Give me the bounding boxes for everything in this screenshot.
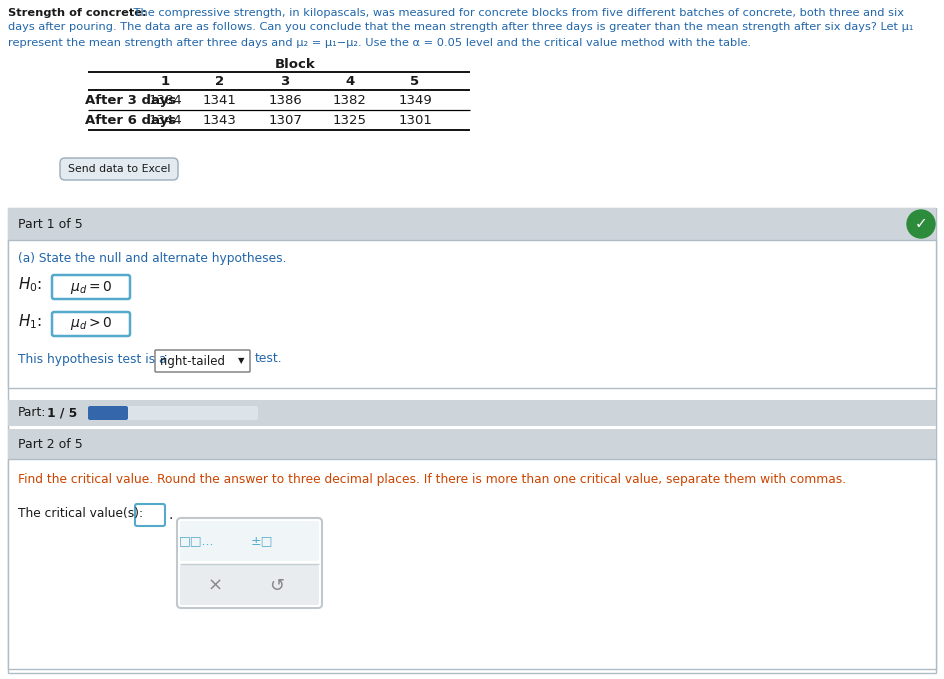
Text: Part:: Part:: [18, 407, 46, 420]
Text: After 6 days: After 6 days: [85, 114, 177, 127]
Text: The compressive strength, in kilopascals, was measured for concrete blocks from : The compressive strength, in kilopascals…: [130, 8, 904, 18]
Text: 1384: 1384: [148, 94, 182, 107]
Text: $H_0$:: $H_0$:: [18, 276, 42, 295]
Text: Part 2 of 5: Part 2 of 5: [18, 437, 83, 450]
Text: 1344: 1344: [148, 114, 182, 127]
Text: 2: 2: [215, 75, 225, 88]
Text: 1386: 1386: [268, 94, 302, 107]
Text: After 3 days: After 3 days: [85, 94, 177, 107]
FancyBboxPatch shape: [88, 406, 258, 420]
FancyBboxPatch shape: [8, 208, 936, 673]
Text: Block: Block: [275, 58, 315, 71]
Text: 1 / 5: 1 / 5: [47, 407, 77, 420]
FancyBboxPatch shape: [155, 350, 250, 372]
Text: $\mu_d = 0$: $\mu_d = 0$: [70, 278, 112, 295]
Text: right-tailed: right-tailed: [160, 354, 226, 367]
Text: 1341: 1341: [203, 94, 237, 107]
Text: The critical value(s):: The critical value(s):: [18, 507, 143, 521]
FancyBboxPatch shape: [8, 240, 936, 388]
FancyBboxPatch shape: [52, 275, 130, 299]
FancyBboxPatch shape: [8, 400, 936, 426]
Circle shape: [907, 210, 935, 238]
Text: 5: 5: [411, 75, 419, 88]
Text: Strength of concrete:: Strength of concrete:: [8, 8, 146, 18]
Text: .: .: [168, 508, 173, 522]
Text: ▼: ▼: [238, 356, 244, 365]
Text: 1325: 1325: [333, 114, 367, 127]
FancyBboxPatch shape: [60, 158, 178, 180]
Text: 4: 4: [346, 75, 355, 88]
Text: □□...: □□...: [179, 534, 214, 547]
Text: 1307: 1307: [268, 114, 302, 127]
Text: Find the critical value. Round the answer to three decimal places. If there is m: Find the critical value. Round the answe…: [18, 473, 846, 486]
Text: days after pouring. The data are as follows. Can you conclude that the mean stre: days after pouring. The data are as foll…: [8, 22, 914, 32]
Text: ×: ×: [208, 577, 223, 595]
Text: (a) State the null and alternate hypotheses.: (a) State the null and alternate hypothe…: [18, 252, 286, 265]
Text: $\mu_d > 0$: $\mu_d > 0$: [70, 316, 112, 333]
FancyBboxPatch shape: [88, 406, 128, 420]
FancyBboxPatch shape: [8, 459, 936, 669]
Text: represent the mean strength after three days and μ₂ = μ₁−μ₂. Use the α = 0.05 le: represent the mean strength after three …: [8, 38, 751, 48]
Text: 1301: 1301: [398, 114, 432, 127]
Text: 1343: 1343: [203, 114, 237, 127]
Text: This hypothesis test is a: This hypothesis test is a: [18, 352, 166, 365]
Text: 1349: 1349: [398, 94, 431, 107]
Text: $H_1$:: $H_1$:: [18, 312, 42, 331]
FancyBboxPatch shape: [135, 504, 165, 526]
FancyBboxPatch shape: [52, 312, 130, 336]
Text: Part 1 of 5: Part 1 of 5: [18, 217, 83, 230]
Text: 1: 1: [160, 75, 170, 88]
Text: ±□: ±□: [251, 534, 273, 547]
FancyBboxPatch shape: [8, 208, 936, 240]
Text: ↺: ↺: [269, 577, 284, 595]
Text: Send data to Excel: Send data to Excel: [68, 164, 170, 174]
Text: 3: 3: [280, 75, 290, 88]
FancyBboxPatch shape: [180, 521, 319, 561]
FancyBboxPatch shape: [8, 429, 936, 459]
FancyBboxPatch shape: [177, 518, 322, 608]
Text: 1382: 1382: [333, 94, 367, 107]
Text: test.: test.: [255, 352, 282, 365]
Text: ✓: ✓: [915, 217, 927, 232]
FancyBboxPatch shape: [180, 565, 319, 605]
